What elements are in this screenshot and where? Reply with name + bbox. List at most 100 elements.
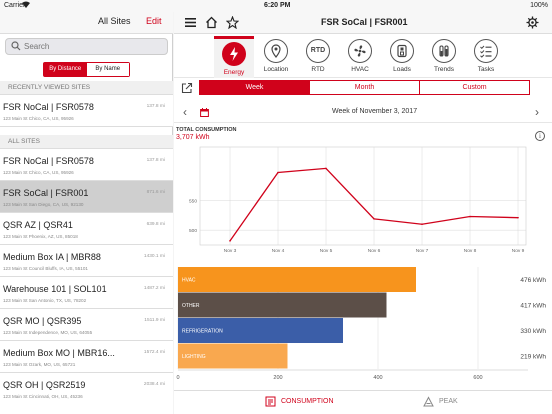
tab-label: Trends [434,66,454,73]
tab-trends[interactable]: Trends [424,36,464,78]
consumption-icon[interactable] [265,396,276,407]
x-tick-label: Nov 5 [320,248,333,254]
period-segmented-control: Week Month Custom [199,80,530,95]
site-detail-pane: FSR SoCal | FSR001 Energy Location RTD R… [174,0,552,414]
tab-hvac[interactable]: HVAC [340,36,380,78]
site-item[interactable]: Warehouse 101 | SOL101 123 Main St San A… [0,277,173,309]
consumption-button[interactable]: CONSUMPTION [281,398,334,405]
tab-location[interactable]: Location [256,36,296,78]
data-point [421,223,423,226]
search-bar[interactable] [5,38,168,55]
sort-by-name-button[interactable]: By Name [86,63,129,76]
loads-icon [390,39,414,63]
x-tick-label: Nov 6 [368,248,381,254]
x-tick-label: Nov 7 [416,248,429,254]
peak-icon[interactable] [423,396,434,407]
menu-icon[interactable] [184,16,197,29]
export-icon[interactable] [181,82,193,94]
site-name: FSR NoCal | FSR0578 [3,156,94,166]
x-tick-label: Nov 9 [512,248,525,254]
site-distance: 1430.1 mi [143,254,165,259]
site-address: 123 Main St Ozark, MO, US, 65721 [3,362,76,367]
site-distance: 639.8 mi [146,222,165,227]
site-item[interactable]: QSR AZ | QSR41 123 Main St Phoenix, AZ, … [0,213,173,245]
total-consumption-value: 3,707 kWh [176,134,210,141]
site-address: 123 Main St Chico, CA, US, 95926 [3,116,74,121]
site-item[interactable]: FSR NoCal | FSR0578 123 Main St Chico, C… [0,149,173,181]
bar [178,267,416,292]
site-name: Medium Box MO | MBR16... [3,348,115,358]
site-name: FSR NoCal | FSR0578 [3,102,94,112]
star-icon[interactable] [226,16,239,29]
y-tick-label: 500 [189,228,197,234]
period-custom-button[interactable]: Custom [462,84,487,91]
calendar-icon[interactable] [200,108,209,117]
status-bar: Carrier 6:20 PM 100% [0,0,552,12]
tab-rtd[interactable]: RTD RTD [298,36,338,78]
fan-icon [348,39,372,63]
data-point [277,171,279,174]
site-distance: 137.8 mi [146,104,165,109]
home-icon[interactable] [205,16,218,29]
site-item[interactable]: QSR MO | QSR395 123 Main St Independence… [0,309,173,341]
search-input[interactable] [24,40,164,53]
data-point [469,215,471,218]
consumption-breakdown-bar-chart: 0 200 400 600 HVAC 476 kWh OTHER 417 kWh REFRIGE… [176,267,546,381]
site-item[interactable]: Medium Box MO | MBR16... 123 Main St Oza… [0,341,173,373]
tab-energy[interactable]: Energy [214,36,254,78]
bar [178,343,288,369]
carrier-label: Carrier [4,2,26,9]
all-sites-header: ALL SITES [0,135,173,149]
site-name: QSR OH | QSR2519 [3,380,86,390]
site-distance: 1487.2 mi [143,286,165,291]
site-list-pane: All Sites Edit By Distance By Name RECEN… [0,0,173,414]
site-item[interactable]: Medium Box IA | MBR88 123 Main St Counci… [0,245,173,277]
sort-by-distance-button[interactable]: By Distance [44,63,87,76]
site-title: FSR SoCal | FSR001 [321,17,408,27]
site-distance: 2038.4 mi [143,382,165,387]
data-point [325,167,327,170]
x-tick-label: 200 [273,375,282,381]
detail-header: FSR SoCal | FSR001 [174,12,552,34]
site-distance: 1572.4 mi [143,350,165,355]
recent-sites-header: RECENTLY VIEWED SITES [0,81,173,95]
category-tabs: Energy Location RTD RTD HVAC Loads [174,34,552,78]
bolt-icon [222,42,246,66]
site-address: 123 Main St Independence, MO, US, 64055 [3,330,93,335]
tab-label: RTD [311,66,325,73]
recent-site-item[interactable]: FSR NoCal | FSR0578 123 Main St Chico, C… [0,95,173,127]
all-sites-title: All Sites [98,16,131,26]
peak-button[interactable]: PEAK [439,398,458,405]
site-item[interactable]: QSR OH | QSR2519 123 Main St Cincinnati,… [0,373,173,414]
site-distance: 1511.9 mi [144,318,165,323]
period-week-button[interactable]: Week [200,81,310,94]
rtd-icon-text: RTD [310,47,326,54]
site-address: 123 Main St Council Bluffs, IA, US, 5510… [3,266,88,271]
tab-tasks[interactable]: Tasks [466,36,506,78]
chevron-right-icon[interactable]: › [535,105,539,119]
search-icon [11,41,21,51]
edit-button[interactable]: Edit [146,16,162,26]
chevron-left-icon[interactable]: ‹ [183,105,187,119]
data-point [373,218,375,220]
bar-value-label: 219 kWh [520,354,546,361]
consumption-line-chart: Nov 3 Nov 4 Nov 5 Nov 6 Nov 7 Nov 8 Nov 9 500 55… [189,146,527,254]
site-address: 123 Main St Cincinnati, OH, US, 45236 [3,394,83,399]
site-name: QSR AZ | QSR41 [3,220,73,230]
info-icon[interactable]: i [535,131,545,141]
x-tick-label: Nov 8 [464,248,477,254]
tab-label: Location [263,66,289,73]
gear-icon[interactable] [526,16,539,29]
trends-icon [432,39,456,63]
period-month-button[interactable]: Month [310,81,420,94]
battery-label: 100% [530,2,548,9]
data-point [517,216,519,219]
tab-loads[interactable]: Loads [382,36,422,78]
site-item-selected[interactable]: FSR SoCal | FSR001 123 Main St San Diego… [0,181,173,213]
site-address: 123 Main St San Diego, CA, US, 92130 [3,202,84,207]
bar-value-label: 330 kWh [520,328,546,335]
x-tick-label: 400 [373,375,382,381]
bar-category-label: REFRIGERATION [182,329,223,335]
bar-value-label: 476 kWh [520,277,546,284]
site-name: Warehouse 101 | SOL101 [3,284,107,294]
